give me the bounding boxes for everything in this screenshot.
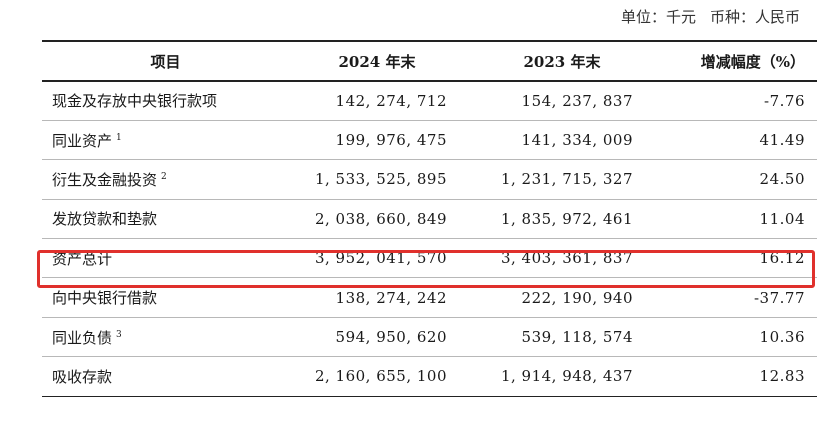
table-row: 同业负债 3 594, 950, 620 539, 118, 574 10.36 [42, 317, 817, 357]
column-header-2024: 2024 年末 [338, 52, 416, 71]
value-2023: 1, 914, 948, 437 [500, 367, 633, 386]
value-2023: 154, 237, 837 [521, 91, 633, 110]
row-label: 吸收存款 [42, 357, 289, 396]
unit-currency-line: 单位：千元 币种：人民币 [621, 6, 800, 27]
value-2023: 3, 403, 361, 837 [500, 249, 633, 268]
row-label: 现金及存放中央银行款项 [42, 81, 289, 120]
value-change: 10.36 [759, 328, 805, 347]
value-2023: 141, 334, 009 [521, 131, 633, 150]
row-label: 发放贷款和垫款 [42, 199, 289, 238]
column-header-item: 项目 [150, 52, 181, 71]
table-row: 发放贷款和垫款 2, 038, 660, 849 1, 835, 972, 46… [42, 199, 817, 239]
currency-label: 币种：人民币 [709, 8, 800, 26]
footnote-marker: 1 [116, 132, 122, 143]
value-2024: 138, 274, 242 [335, 288, 447, 307]
value-2024: 2, 160, 655, 100 [314, 367, 447, 386]
row-label-text: 同业资产 [52, 131, 113, 150]
value-2024: 594, 950, 620 [335, 328, 447, 347]
footnote-marker: 2 [161, 171, 167, 182]
footnote-marker: 3 [116, 329, 122, 340]
value-change: 41.49 [759, 131, 805, 150]
unit-label: 单位：千元 [620, 8, 696, 26]
row-label: 资产总计 [42, 239, 289, 278]
row-label-text: 吸收存款 [52, 367, 113, 386]
table-row: 同业资产 1 199, 976, 475 141, 334, 009 41.49 [42, 120, 817, 160]
value-2024: 2, 038, 660, 849 [314, 209, 447, 228]
row-label-text: 同业负债 [52, 328, 113, 347]
table-row: 吸收存款 2, 160, 655, 100 1, 914, 948, 437 1… [42, 357, 817, 397]
value-2024: 199, 976, 475 [335, 131, 447, 150]
row-label: 衍生及金融投资 2 [42, 160, 289, 199]
row-label-text: 发放贷款和垫款 [52, 210, 158, 229]
row-label: 向中央银行借款 [42, 278, 289, 317]
table-row: 衍生及金融投资 2 1, 533, 525, 895 1, 231, 715, 3… [42, 160, 817, 200]
table-header-row: 项目 2024 年末 2023 年末 增减幅度（%） [42, 41, 817, 81]
value-2024: 1, 533, 525, 895 [314, 170, 447, 189]
value-change: 24.50 [759, 170, 805, 189]
value-2023: 1, 231, 715, 327 [500, 170, 633, 189]
table-row: 向中央银行借款 138, 274, 242 222, 190, 940 -37.… [42, 278, 817, 318]
table-row-total-assets: 资产总计 3, 952, 041, 570 3, 403, 361, 837 1… [42, 239, 817, 278]
value-change: 11.04 [759, 209, 805, 228]
column-header-2023: 2023 年末 [523, 52, 601, 71]
row-label: 同业资产 1 [42, 120, 289, 159]
value-change: 12.83 [759, 367, 805, 386]
value-change: -7.76 [764, 91, 805, 110]
table-row: 现金及存放中央银行款项 142, 274, 712 154, 237, 837 … [42, 81, 817, 121]
value-2023: 1, 835, 972, 461 [500, 209, 633, 228]
financial-table-container: 项目 2024 年末 2023 年末 增减幅度（%） 现金及存放中央银行款项 1… [42, 40, 817, 397]
value-2023: 539, 118, 574 [521, 328, 633, 347]
row-label-text: 衍生及金融投资 [52, 170, 158, 189]
value-change: 16.12 [759, 249, 805, 268]
value-2024: 142, 274, 712 [335, 91, 447, 110]
row-label-text: 资产总计 [52, 249, 113, 268]
balance-sheet-table: 项目 2024 年末 2023 年末 增减幅度（%） 现金及存放中央银行款项 1… [42, 40, 817, 397]
value-2023: 222, 190, 940 [521, 288, 633, 307]
value-2024: 3, 952, 041, 570 [314, 249, 447, 268]
row-label: 同业负债 3 [42, 317, 289, 356]
column-header-change: 增减幅度（%） [700, 52, 805, 71]
value-change: -37.77 [753, 288, 805, 307]
row-label-text: 向中央银行借款 [52, 289, 158, 308]
row-label-text: 现金及存放中央银行款项 [52, 92, 218, 111]
